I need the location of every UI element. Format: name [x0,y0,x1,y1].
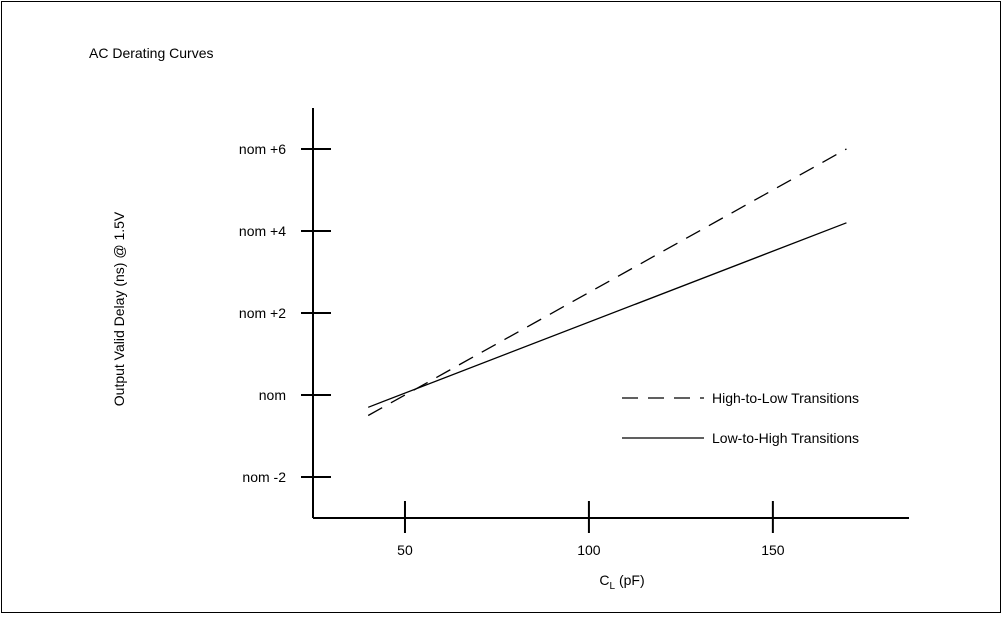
y-ticks: nom -2 nom nom +2 nom +4 nom +6 [239,141,331,485]
y-tick-label-0: nom -2 [242,469,286,485]
x-tick-label-2: 150 [761,542,785,558]
x-ticks: 50 100 150 [397,501,785,558]
y-tick-label-2: nom +2 [239,305,286,321]
x-axis-label-suffix: (pF) [615,572,645,588]
x-axis-label: CL (pF) [599,572,644,592]
x-tick-label-1: 100 [577,542,601,558]
x-axis-label-main: C [599,572,609,588]
y-tick-label-4: nom +6 [239,141,286,157]
series-line-high-to-low [367,148,847,417]
series-line-low-to-high [367,222,847,408]
x-axis-label-sub: L [610,581,616,592]
legend-label-1: Low-to-High Transitions [712,430,859,446]
chart-title: AC Derating Curves [89,45,214,61]
legend: High-to-Low Transitions Low-to-High Trans… [622,390,859,446]
x-tick-label-0: 50 [397,542,413,558]
y-tick-label-1: nom [259,387,286,403]
series-lines [367,148,847,417]
y-tick-label-3: nom +4 [239,223,286,239]
legend-label-0: High-to-Low Transitions [712,390,859,406]
y-axis-label: Output Valid Delay (ns) @ 1.5V [111,211,127,406]
